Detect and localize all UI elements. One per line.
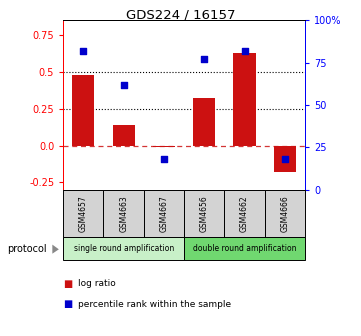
Text: log ratio: log ratio — [78, 280, 116, 288]
FancyBboxPatch shape — [265, 190, 305, 237]
Text: ■: ■ — [63, 299, 73, 309]
Bar — [234, 53, 256, 145]
Point — [201, 56, 207, 62]
FancyBboxPatch shape — [184, 190, 225, 237]
Text: GDS224 / 16157: GDS224 / 16157 — [126, 8, 235, 22]
Text: double round amplification: double round amplification — [193, 244, 296, 253]
FancyBboxPatch shape — [144, 190, 184, 237]
Point — [81, 48, 86, 53]
Text: protocol: protocol — [7, 244, 47, 254]
Bar — [153, 145, 175, 147]
Text: ■: ■ — [63, 279, 73, 289]
FancyBboxPatch shape — [63, 237, 184, 260]
Text: GSM4662: GSM4662 — [240, 195, 249, 232]
FancyBboxPatch shape — [184, 237, 305, 260]
Bar — [274, 145, 296, 172]
Polygon shape — [52, 245, 59, 254]
FancyBboxPatch shape — [104, 190, 144, 237]
Text: GSM4666: GSM4666 — [280, 195, 290, 232]
FancyBboxPatch shape — [225, 190, 265, 237]
Text: GSM4667: GSM4667 — [160, 195, 169, 232]
Text: GSM4657: GSM4657 — [79, 195, 88, 232]
Point — [282, 157, 288, 162]
Point — [242, 48, 248, 53]
Text: GSM4656: GSM4656 — [200, 195, 209, 232]
Text: percentile rank within the sample: percentile rank within the sample — [78, 300, 231, 308]
Bar — [193, 98, 216, 145]
Point — [161, 157, 167, 162]
Bar — [113, 125, 135, 145]
Text: single round amplification: single round amplification — [74, 244, 174, 253]
Point — [121, 82, 126, 87]
Text: GSM4663: GSM4663 — [119, 195, 128, 232]
Bar — [72, 75, 95, 145]
FancyBboxPatch shape — [63, 190, 104, 237]
